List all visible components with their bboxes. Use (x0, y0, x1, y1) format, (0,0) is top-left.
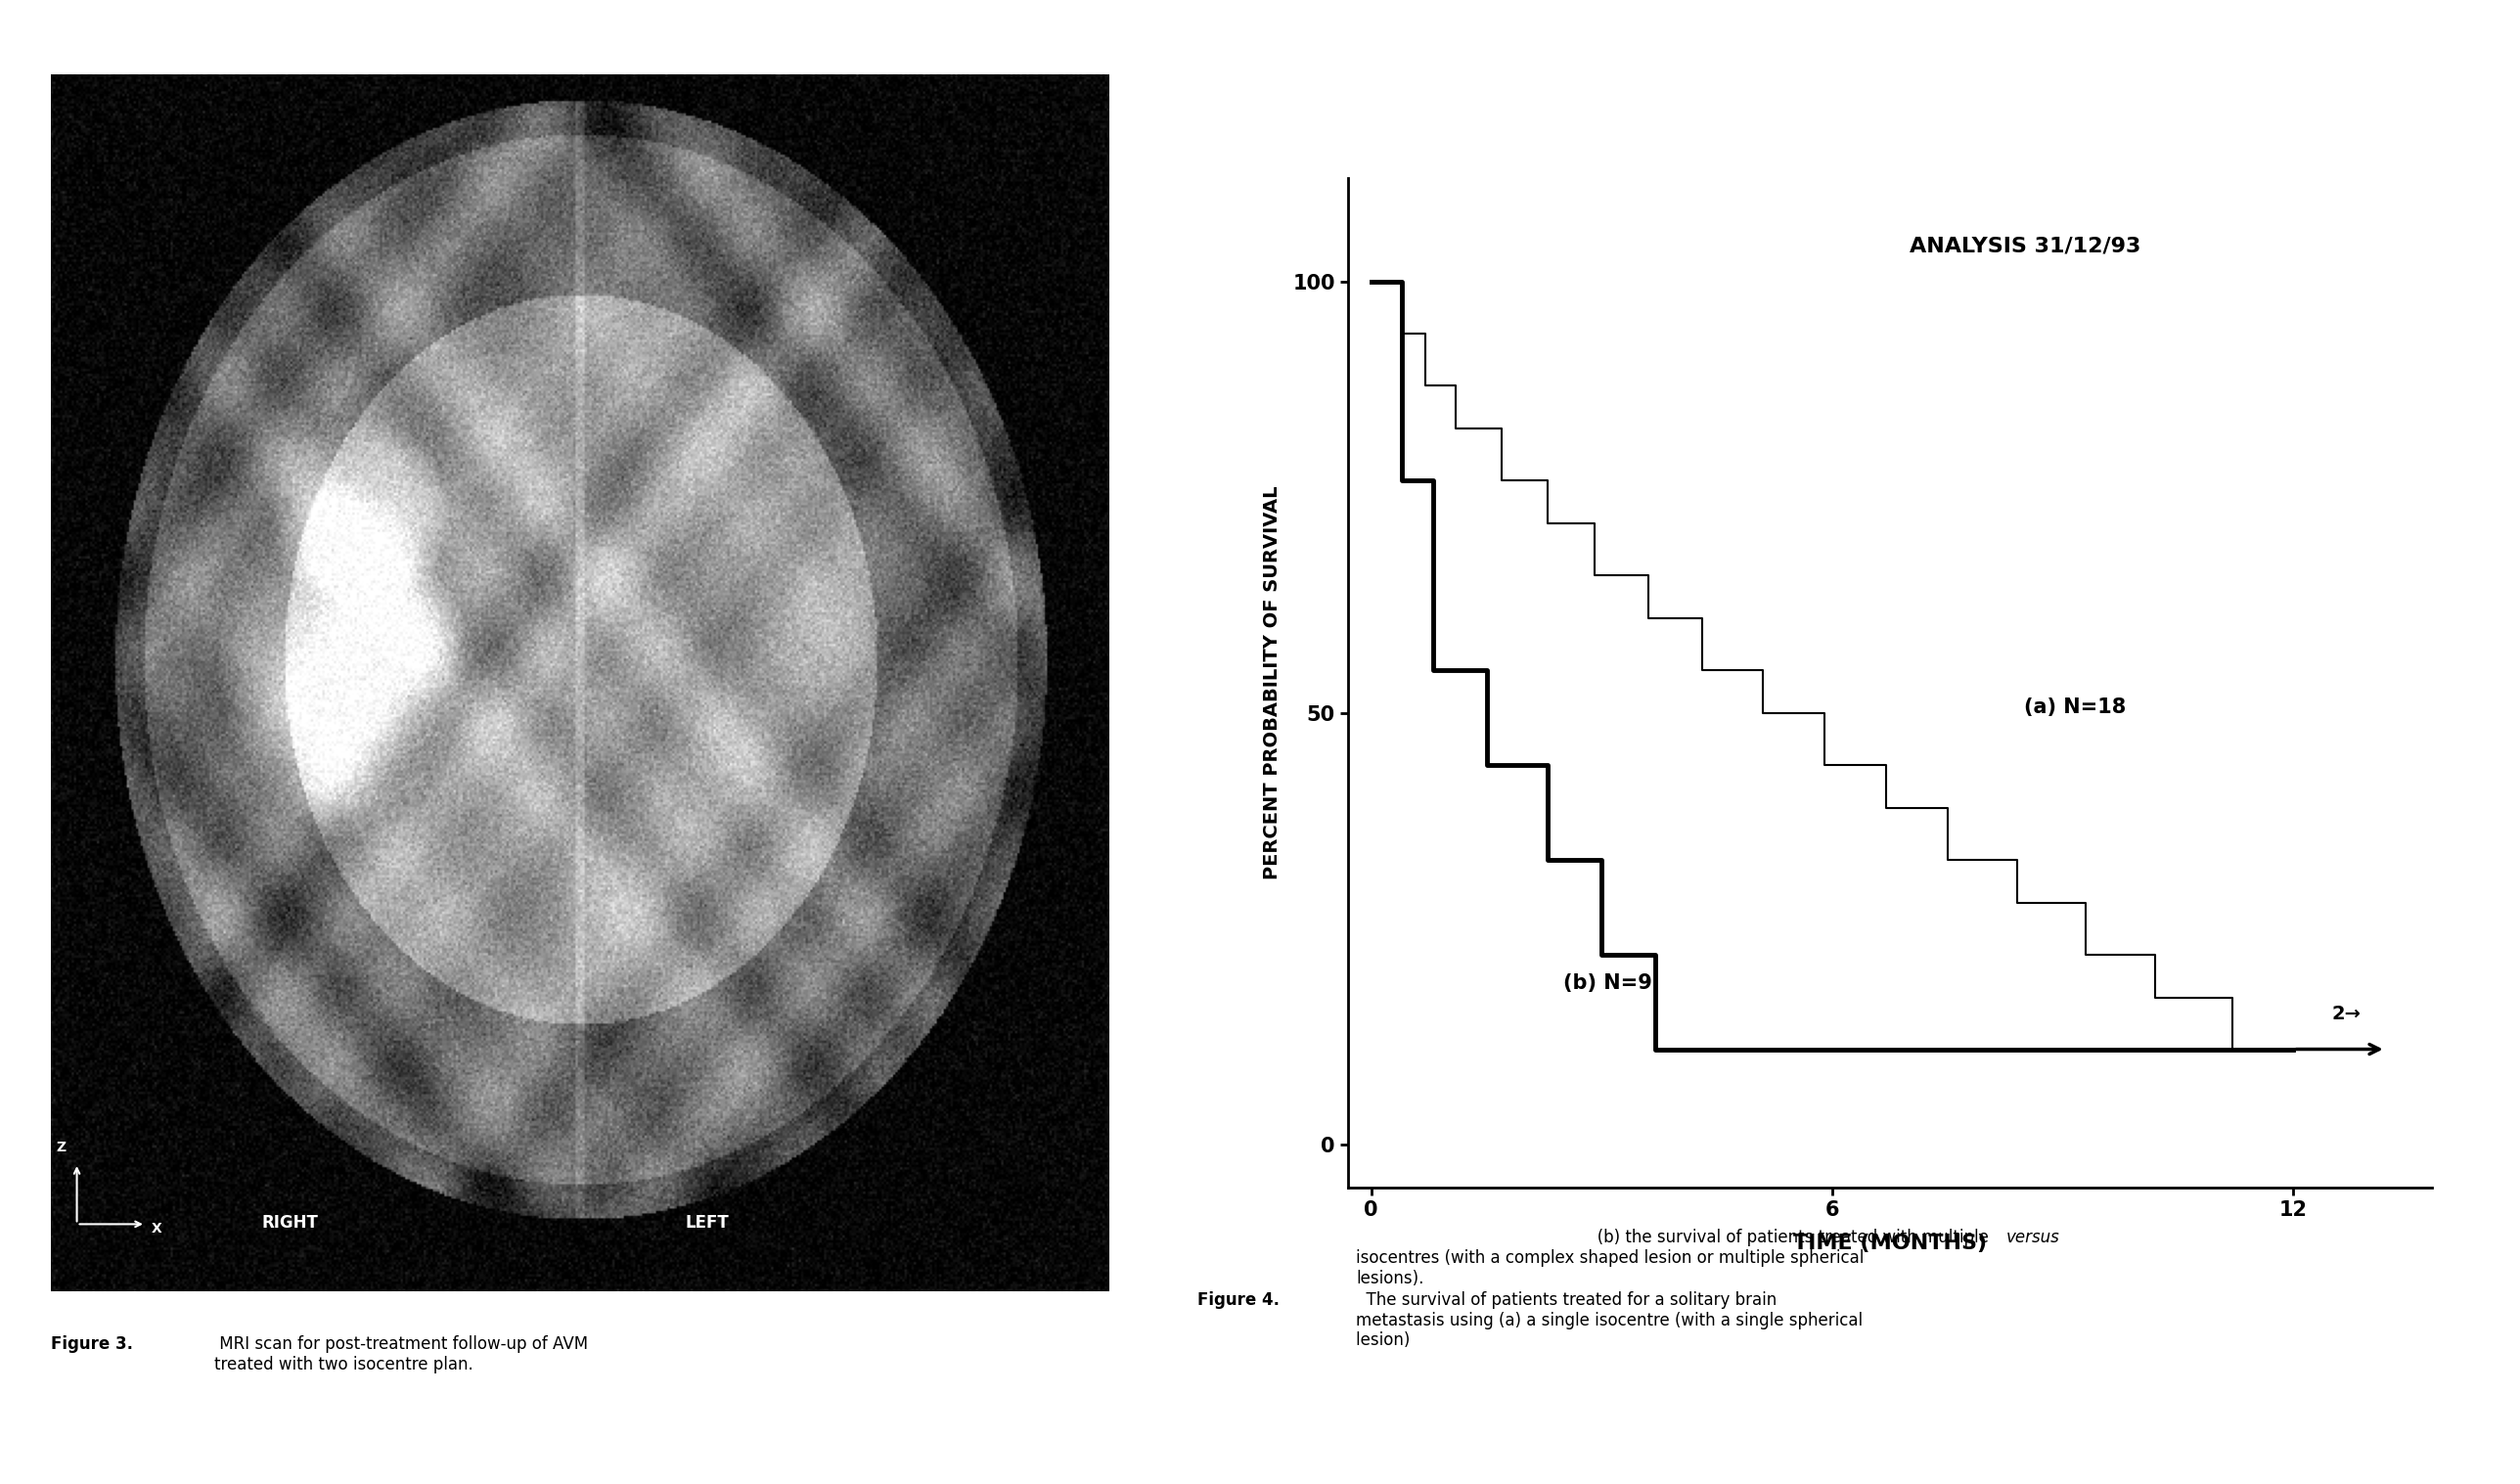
Text: 2→: 2→ (2331, 1005, 2361, 1022)
Text: LEFT: LEFT (685, 1214, 728, 1232)
Text: (b) N=9: (b) N=9 (1562, 974, 1653, 993)
Text: Z: Z (55, 1140, 66, 1155)
X-axis label: TIME (MONTHS): TIME (MONTHS) (1794, 1233, 1986, 1252)
Text: MRI scan for post-treatment follow-up of AVM
treated with two isocentre plan.: MRI scan for post-treatment follow-up of… (214, 1336, 587, 1374)
Text: RIGHT: RIGHT (262, 1214, 318, 1232)
Text: versus: versus (2006, 1229, 2059, 1247)
Text: (a) N=18: (a) N=18 (2024, 697, 2127, 717)
Y-axis label: PERCENT PROBABILITY OF SURVIVAL: PERCENT PROBABILITY OF SURVIVAL (1263, 485, 1283, 880)
Text: (b) the survival of patients treated with multiple
isocentres (with a complex sh: (b) the survival of patients treated wit… (1356, 1229, 1988, 1287)
Text: Figure 3.: Figure 3. (50, 1336, 134, 1353)
Text: ANALYSIS 31/12/93: ANALYSIS 31/12/93 (1910, 236, 2139, 255)
Text: The survival of patients treated for a solitary brain
metastasis using (a) a sin: The survival of patients treated for a s… (1356, 1291, 1862, 1349)
Text: X: X (151, 1221, 161, 1236)
Text: Figure 4.: Figure 4. (1197, 1291, 1280, 1309)
